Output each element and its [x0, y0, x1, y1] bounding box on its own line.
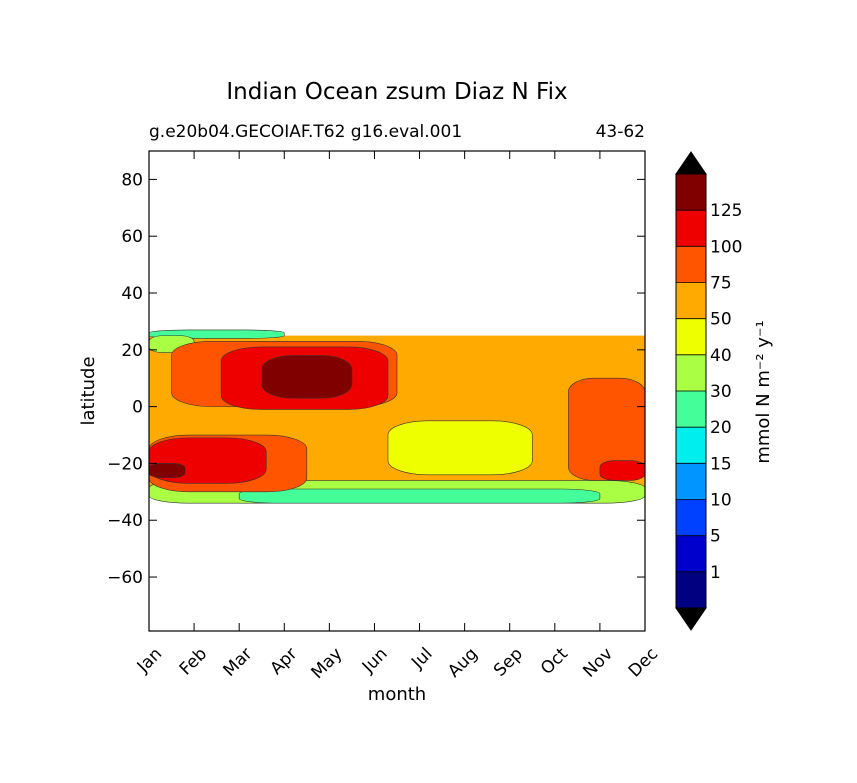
contour-field	[149, 329, 645, 504]
colorbar-tick-label: 1	[710, 563, 721, 583]
contour-region	[261, 355, 353, 399]
colorbar-extend-max	[675, 151, 707, 175]
x-tick-label: Oct	[537, 644, 572, 679]
x-tick-label: Jan	[133, 644, 166, 677]
colorbar-tick-label: 100	[710, 237, 742, 257]
y-axis-label: latitude	[78, 356, 99, 425]
x-tick-label: Feb	[176, 644, 211, 679]
chart-subtitle-left: g.e20b04.GECOIAF.T62 g16.eval.001	[149, 122, 462, 142]
y-tick-label: −60	[107, 568, 143, 588]
plot-frame	[148, 150, 646, 632]
x-tick-label: Jul	[407, 644, 436, 673]
y-tick-label: −20	[107, 454, 143, 474]
contour-region	[599, 460, 645, 481]
colorbar-tick-label: 75	[710, 274, 732, 294]
contour-region	[238, 488, 601, 504]
colorbar-tick-label: 125	[710, 201, 742, 221]
colorbar-segment	[676, 246, 706, 283]
chart-title: Indian Ocean zsum Diaz N Fix	[226, 79, 567, 105]
y-tick-label: 80	[121, 170, 143, 190]
colorbar-extend-min	[675, 607, 707, 631]
colorbar-tick-label: 40	[710, 346, 732, 366]
x-tick-label: Aug	[444, 644, 482, 682]
colorbar-tick-label: 15	[710, 454, 732, 474]
colorbar-segment	[676, 391, 706, 428]
y-tick-label: −40	[107, 511, 143, 531]
colorbar-segment	[676, 282, 706, 319]
colorbar-tick-label: 20	[710, 418, 732, 438]
y-axis: 80 60 40 20 0 −20 −40 −60	[107, 170, 645, 588]
colorbar-tick-label: 30	[710, 382, 732, 402]
y-tick-label: 20	[121, 341, 143, 361]
colorbar-tick-label: 50	[710, 310, 732, 330]
x-axis-label: month	[368, 684, 426, 705]
x-tick-label: Nov	[579, 644, 617, 682]
colorbar-segment	[676, 463, 706, 500]
contour-region	[149, 463, 186, 478]
colorbar-segment	[676, 174, 706, 211]
x-tick-label: Mar	[220, 644, 257, 681]
colorbar-segment	[676, 499, 706, 536]
y-tick-label: 0	[132, 398, 143, 418]
x-tick-label: Jun	[358, 644, 392, 678]
colorbar-segment	[676, 571, 706, 608]
x-tick-label: May	[308, 644, 347, 683]
colorbar-segment	[676, 427, 706, 464]
contour-region	[568, 377, 645, 481]
colorbar-segment	[676, 535, 706, 572]
y-tick-label: 40	[121, 284, 143, 304]
x-tick-label: Dec	[625, 644, 662, 681]
contour-region	[387, 420, 533, 476]
colorbar-tick-label: 10	[710, 491, 732, 511]
colorbar-segment	[676, 318, 706, 355]
colorbar-tick-label: 5	[710, 527, 721, 547]
y-tick-label: 60	[121, 227, 143, 247]
colorbar-segment	[676, 354, 706, 391]
x-tick-label: Sep	[490, 644, 527, 681]
colorbar-segment	[676, 210, 706, 247]
colorbar-label: mmol N m⁻² y⁻¹	[753, 320, 774, 463]
x-tick-label: Apr	[266, 644, 301, 679]
chart-subtitle-right: 43-62	[596, 122, 645, 142]
